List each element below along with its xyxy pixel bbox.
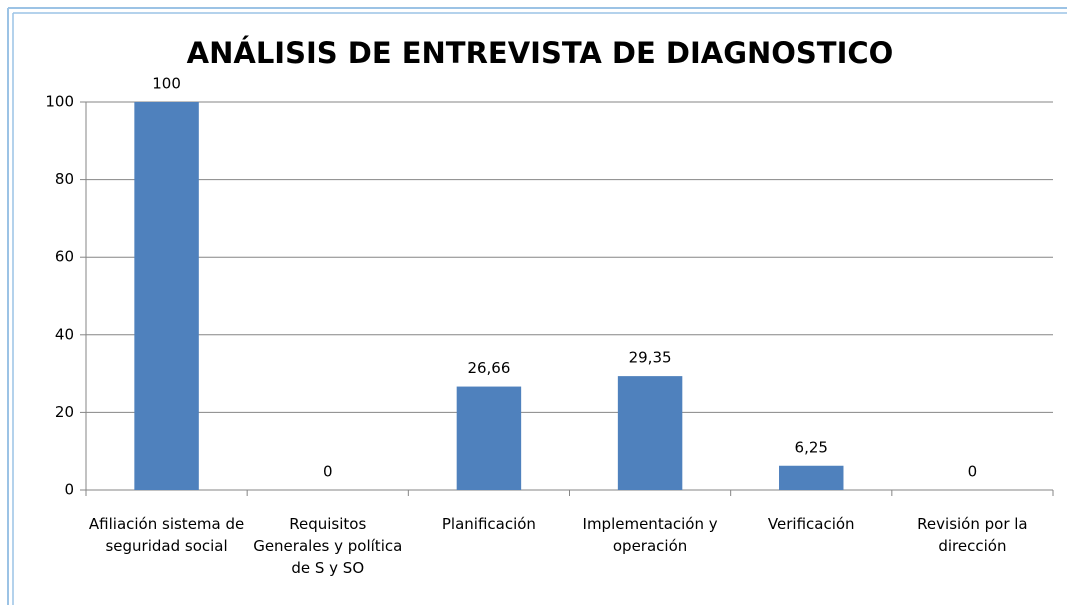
x-tick-label: Requisitos Generales y política de S y S… [253, 515, 403, 577]
y-tick-label: 20 [55, 403, 74, 421]
x-tick-label: Revisión por la dirección [917, 515, 1028, 555]
y-tick-label: 0 [64, 481, 74, 499]
bar [456, 386, 522, 490]
data-label: 26,66 [467, 359, 510, 377]
bar [617, 376, 683, 490]
x-tick-label: Afiliación sistema de seguridad social [88, 515, 245, 555]
bar [779, 465, 844, 490]
data-label: 29,35 [629, 349, 672, 367]
chart-title: ANÁLISIS DE ENTREVISTA DE DIAGNOSTICO [187, 36, 894, 70]
y-tick-label: 40 [55, 325, 74, 343]
data-label: 6,25 [795, 438, 828, 456]
x-tick-label: Implementación y operación [582, 515, 718, 555]
x-tick-label: Planificación [441, 515, 536, 533]
y-tick-label: 80 [55, 170, 74, 188]
data-label: 0 [968, 463, 978, 481]
y-tick-label: 60 [55, 248, 74, 266]
x-tick-label: Verificación [767, 515, 855, 533]
y-tick-label: 100 [45, 93, 74, 111]
data-label: 100 [152, 75, 181, 93]
data-label: 0 [323, 463, 333, 481]
bar [134, 102, 199, 490]
